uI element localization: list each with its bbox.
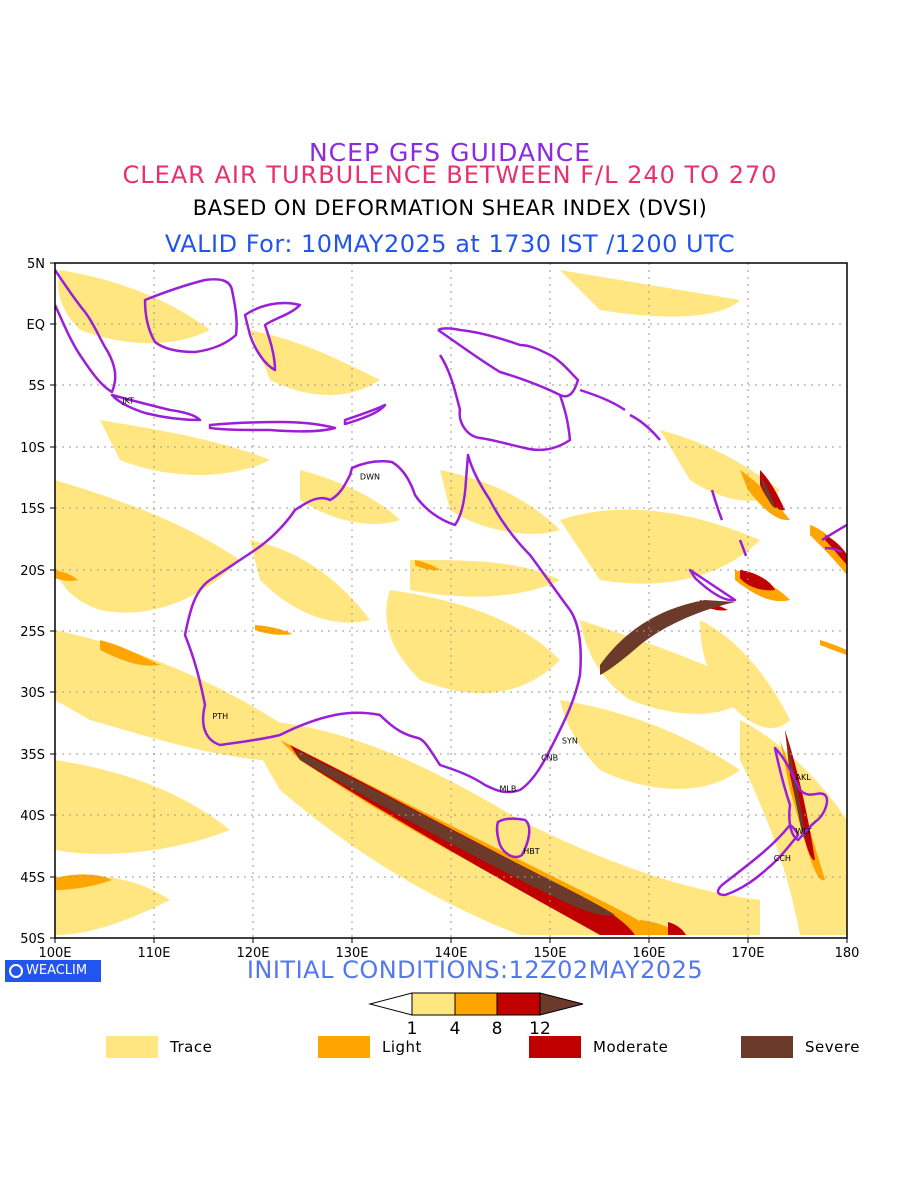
legend-trace: Trace <box>106 1036 212 1058</box>
city-label-pth: PTH <box>212 712 228 721</box>
city-label-cch: CCH <box>774 854 791 863</box>
lon-label: 150E <box>533 946 566 961</box>
colorbar-box-light <box>454 992 498 1016</box>
title-line-1: NCEP GFS GUIDANCE <box>308 138 591 167</box>
lat-label: 5N <box>27 257 45 272</box>
gridlines <box>55 263 847 938</box>
coast-nz-south <box>716 823 800 897</box>
city-markers: JKT DWN PTH SYN CNB MLB HBT AKL WLT CCH <box>121 396 811 863</box>
colorbar-box-moderate <box>496 992 541 1016</box>
colorbar-low-arrow <box>368 992 413 1016</box>
coast-sulawesi <box>243 301 302 372</box>
axis-ticks <box>50 262 848 943</box>
city-label-syn: SYN <box>562 736 578 745</box>
lat-label: 45S <box>20 871 45 886</box>
coast-lesser-sunda <box>208 420 337 433</box>
coast-australia <box>183 453 582 794</box>
lat-label: 10S <box>20 441 45 456</box>
trace-areas <box>55 270 847 935</box>
colorbar-tick: 12 <box>529 1019 551 1039</box>
legend-light: Light <box>318 1036 422 1058</box>
severe-areas <box>296 478 806 916</box>
legend-severe: Severe <box>741 1036 860 1058</box>
lat-labels: 5N EQ 5S 10S 15S 20S 25S 30S 35S 40S 45S… <box>20 257 45 947</box>
lon-label: 130E <box>335 946 368 961</box>
legend-moderate: Moderate <box>529 1036 668 1058</box>
lon-label: 160E <box>632 946 665 961</box>
city-label-hbt: HBT <box>523 847 540 856</box>
coast-new-guinea <box>437 327 580 452</box>
city-label-dwn: DWN <box>360 473 380 482</box>
title-line-2: CLEAR AIR TURBULENCE BETWEEN F/L 240 TO … <box>122 161 778 189</box>
legend-swatch-trace <box>106 1036 158 1058</box>
lon-label: 140E <box>434 946 467 961</box>
colorbar-box-trace <box>411 992 456 1016</box>
coast-solomon <box>579 388 661 441</box>
city-label-akl: AKL <box>796 773 812 782</box>
legend-label: Moderate <box>593 1038 669 1056</box>
coast-timor <box>343 403 387 426</box>
initial-conditions: INITIAL CONDITIONS:12Z02MAY2025 <box>246 956 704 984</box>
city-label-wlt: WLT <box>796 827 812 836</box>
lat-label: 30S <box>20 686 45 701</box>
colorbar: 1 4 8 12 <box>368 992 584 1039</box>
coast-new-caledonia <box>688 568 737 602</box>
colorbar-high-arrow <box>539 992 584 1016</box>
lat-label: 50S <box>20 932 45 947</box>
coast-java <box>110 393 202 422</box>
legend-swatch-light <box>318 1036 370 1058</box>
lat-label: 5S <box>28 379 45 394</box>
lat-label: 25S <box>20 625 45 640</box>
turbulence-fields <box>55 270 847 935</box>
coast-borneo <box>143 278 238 354</box>
lon-label: 110E <box>137 946 170 961</box>
city-label-jkt: JKT <box>121 396 134 405</box>
city-label-cnb: CNB <box>541 754 558 763</box>
lon-label: 170E <box>731 946 764 961</box>
title-line-3: BASED ON DEFORMATION SHEAR INDEX (DVSI) <box>192 196 708 220</box>
legend-swatch-severe <box>741 1036 793 1058</box>
coast-sumatra <box>55 269 117 394</box>
weaclim-logo: WEACLIM <box>5 960 101 982</box>
coastlines <box>55 269 847 897</box>
lon-label: 100E <box>38 946 71 961</box>
coast-tasmania <box>495 817 531 859</box>
city-label-mlb: MLB <box>500 784 517 793</box>
lon-labels: 100E 110E 120E 130E 140E 150E 160E 170E … <box>38 946 859 961</box>
lat-label: 40S <box>20 809 45 824</box>
legend-label: Light <box>382 1038 422 1056</box>
lon-label: 180 <box>835 946 860 961</box>
coast-nz-north <box>773 746 829 842</box>
legend-swatch-moderate <box>529 1036 581 1058</box>
lat-label: EQ <box>27 318 45 333</box>
colorbar-tick: 1 <box>407 1019 418 1039</box>
copyright-icon <box>9 964 23 978</box>
colorbar-tick: 8 <box>492 1019 503 1039</box>
coast-vanuatu <box>710 489 748 557</box>
lon-label: 120E <box>236 946 269 961</box>
colorbar-tick: 4 <box>450 1019 461 1039</box>
coast-fiji <box>821 523 847 554</box>
logo-text: WEACLIM <box>26 963 88 978</box>
valid-time: VALID For: 10MAY2025 at 1730 IST /1200 U… <box>164 230 736 258</box>
lat-label: 35S <box>20 748 45 763</box>
legend-label: Trace <box>170 1038 213 1056</box>
lat-label: 20S <box>20 564 45 579</box>
lat-label: 15S <box>20 502 45 517</box>
legend-label: Severe <box>805 1038 860 1056</box>
